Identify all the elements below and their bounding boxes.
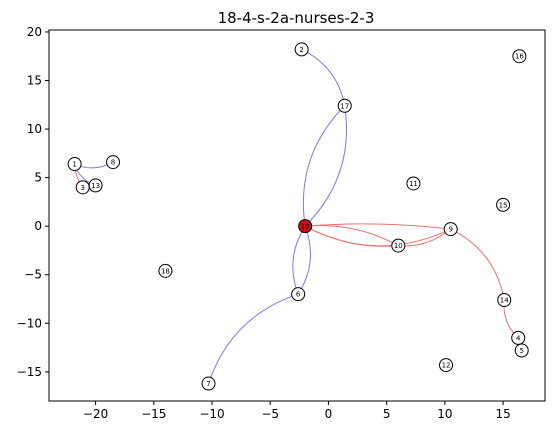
node-9: 9 [443, 222, 458, 237]
node-16: 16 [512, 49, 527, 64]
node-label: 8 [111, 159, 115, 167]
y-tick-label: 5 [34, 171, 42, 185]
node-marker [511, 330, 526, 345]
node-marker [496, 197, 511, 212]
node-7: 7 [201, 376, 216, 391]
node-label: 17 [340, 102, 349, 110]
y-tick-label: 15 [27, 74, 42, 88]
y-tick-label: −10 [17, 316, 42, 330]
x-tick-label: −20 [83, 407, 108, 421]
node-label: 3 [81, 184, 85, 192]
node-13: 13 [88, 178, 103, 193]
node-marker [298, 219, 313, 234]
node-marker [497, 292, 512, 307]
node-label: 9 [448, 226, 452, 234]
node-label: 14 [500, 296, 509, 304]
node-12: 12 [439, 358, 454, 373]
edge-19-10 [305, 225, 399, 247]
node-8: 8 [106, 155, 121, 170]
edge-6-7 [208, 293, 299, 384]
node-marker [67, 157, 82, 172]
node-19: 19 [298, 219, 313, 234]
node-marker [88, 178, 103, 193]
y-axis: −15 −10 −5 0 5 10 15 20 [17, 25, 49, 379]
x-tick-label: −15 [141, 407, 166, 421]
node-5: 5 [514, 343, 529, 358]
node-marker [337, 98, 352, 113]
edge-19-9 [305, 223, 451, 230]
y-tick-label: 10 [27, 122, 42, 136]
node-label: 2 [299, 46, 303, 54]
chart-title: 18-4-s-2a-nurses-2-3 [218, 9, 375, 27]
x-tick-label: 0 [325, 407, 333, 421]
edge-9-14 [450, 228, 505, 301]
node-marker [391, 238, 406, 253]
node-label: 5 [519, 347, 523, 355]
node-3: 3 [75, 180, 90, 195]
x-tick-label: −5 [261, 407, 279, 421]
node-marker [106, 155, 121, 170]
node-marker [439, 358, 454, 373]
edge-19-17 [304, 105, 348, 227]
node-label: 16 [515, 53, 524, 61]
axes-frame [48, 29, 546, 402]
node-17: 17 [337, 98, 352, 113]
edge-17-2 [301, 48, 346, 106]
node-marker [512, 49, 527, 64]
edges-layer [74, 48, 519, 384]
node-4: 4 [511, 330, 526, 345]
edge-19-10 [304, 225, 399, 247]
node-label: 11 [409, 180, 418, 188]
node-10: 10 [391, 238, 406, 253]
node-label: 13 [91, 182, 100, 190]
node-6: 6 [291, 287, 306, 302]
y-tick-label: −5 [24, 268, 42, 282]
node-marker [514, 343, 529, 358]
node-label: 4 [516, 334, 521, 342]
node-marker [291, 287, 306, 302]
y-tick-label: −15 [17, 365, 42, 379]
node-14: 14 [497, 292, 512, 307]
x-tick-label: 10 [437, 407, 452, 421]
node-label: 12 [442, 362, 451, 370]
node-label: 7 [206, 380, 210, 388]
node-label: 15 [499, 201, 508, 209]
node-11: 11 [406, 176, 421, 191]
node-marker [443, 222, 458, 237]
node-marker [201, 376, 216, 391]
node-label: 18 [161, 267, 170, 275]
node-label: 19 [301, 223, 310, 231]
node-15: 15 [496, 197, 511, 212]
node-1: 1 [67, 157, 82, 172]
node-label: 10 [394, 242, 403, 250]
x-tick-label: −10 [199, 407, 224, 421]
x-axis: −20 −15 −10 −5 0 5 10 15 [83, 401, 511, 421]
node-label: 6 [296, 291, 301, 299]
node-18: 18 [158, 263, 173, 278]
node-marker [406, 176, 421, 191]
node-marker [158, 263, 173, 278]
y-tick-label: 20 [27, 25, 42, 39]
edge-19-17 [302, 105, 346, 227]
node-label: 1 [72, 161, 76, 169]
node-2: 2 [294, 42, 309, 57]
x-tick-label: 5 [383, 407, 391, 421]
node-marker [294, 42, 309, 57]
y-tick-label: 0 [34, 219, 42, 233]
x-tick-label: 15 [495, 407, 510, 421]
